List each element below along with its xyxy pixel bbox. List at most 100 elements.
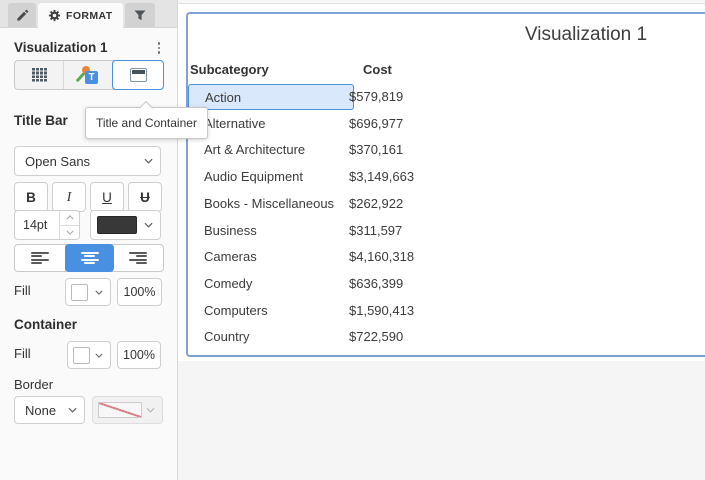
format-sidebar: FORMAT Visualization 1	[0, 0, 178, 480]
border-color-select-disabled	[92, 396, 163, 424]
kebab-menu-icon[interactable]	[154, 40, 165, 56]
table-cell-cost: $579,819	[349, 89, 404, 104]
align-left-button[interactable]	[15, 245, 66, 271]
container-fill-opacity-input[interactable]: 100%	[117, 341, 161, 369]
table-row[interactable]: Art & Architecture $370,161	[190, 137, 590, 163]
mode-title-container-button[interactable]	[112, 60, 164, 90]
table-row[interactable]: Alternative $696,977	[190, 111, 590, 137]
container-fill-color-select[interactable]	[67, 341, 111, 369]
table-cell-subcategory[interactable]: Action	[188, 84, 354, 110]
pencil-icon	[16, 9, 29, 22]
table-row[interactable]: Country $722,590	[190, 324, 590, 350]
border-style-select[interactable]: None	[14, 396, 85, 424]
container-fill-label: Fill	[14, 346, 31, 361]
canvas-background	[178, 361, 705, 480]
table-grid-icon	[31, 68, 47, 82]
table-cell-cost: $370,161	[349, 142, 404, 157]
table-cell-subcategory[interactable]: Art & Architecture	[204, 142, 306, 157]
align-left-icon	[30, 251, 49, 265]
container-section-heading: Container	[14, 317, 78, 332]
canvas-top-strip	[178, 0, 705, 4]
dashboard-canvas: Visualization 1 Subcategory Cost Action …	[178, 0, 705, 480]
tab-format[interactable]: FORMAT	[38, 3, 123, 28]
table-cell-subcategory[interactable]: Alternative	[204, 116, 266, 131]
title-fill-label: Fill	[14, 283, 31, 298]
tab-filter[interactable]	[124, 3, 155, 27]
underline-button[interactable]: U	[90, 182, 124, 212]
chevron-down-icon	[95, 290, 110, 295]
gear-icon	[48, 9, 61, 22]
stepper-down-icon[interactable]	[60, 226, 79, 240]
title-fill-opacity-input[interactable]: 100%	[117, 278, 162, 306]
table-cell-cost: $4,160,318	[349, 249, 415, 264]
tooltip-text: Title and Container	[96, 116, 197, 130]
visualization-title: Visualization 1	[14, 40, 108, 56]
text-style-buttons: B I U U	[14, 182, 162, 212]
chevron-down-icon	[146, 407, 162, 413]
border-label: Border	[14, 377, 54, 392]
font-size-value: 14pt	[23, 218, 48, 232]
font-size-stepper[interactable]: 14pt	[14, 210, 80, 240]
table-cell-subcategory[interactable]: Computers	[204, 303, 268, 318]
title-container-icon	[129, 68, 147, 82]
title-fill-color-select[interactable]	[65, 278, 111, 306]
tooltip: Title and Container	[85, 100, 208, 139]
column-header-cost[interactable]: Cost	[363, 62, 392, 77]
fill-color-swatch	[71, 283, 88, 301]
mode-table-grid-button[interactable]	[15, 61, 64, 89]
text-align-switch	[14, 244, 164, 272]
visualization-header: Visualization 1	[14, 40, 164, 56]
mode-text-format-button[interactable]	[64, 61, 113, 89]
table-cell-subcategory[interactable]: Business	[204, 223, 257, 238]
text-format-icon	[75, 65, 99, 85]
tab-edit[interactable]	[8, 3, 36, 27]
title-bar-section-heading: Title Bar	[14, 113, 68, 128]
font-color-swatch	[97, 216, 137, 234]
fill-color-swatch	[73, 346, 90, 364]
no-color-swatch	[98, 402, 142, 418]
italic-button[interactable]: I	[52, 182, 86, 212]
border-style-value: None	[25, 402, 57, 418]
font-family-value: Open Sans	[25, 153, 91, 169]
table-row[interactable]: Computers $1,590,413	[190, 298, 590, 324]
visualization-panel[interactable]: Visualization 1 Subcategory Cost Action …	[186, 12, 705, 357]
column-header-subcategory[interactable]: Subcategory	[190, 62, 269, 77]
chevron-down-icon	[144, 222, 160, 228]
table-row[interactable]: Business $311,597	[190, 218, 590, 244]
sidebar-tabstrip: FORMAT	[0, 0, 177, 28]
table-cell-cost: $722,590	[349, 329, 404, 344]
align-right-icon	[129, 251, 148, 265]
bold-button[interactable]: B	[14, 182, 48, 212]
chevron-down-icon	[95, 353, 110, 358]
table-cell-cost: $3,149,663	[349, 169, 415, 184]
align-right-button[interactable]	[113, 245, 163, 271]
align-center-button[interactable]	[64, 244, 115, 272]
table-cell-subcategory[interactable]: Country	[204, 329, 250, 344]
table-cell-cost: $311,597	[349, 223, 403, 238]
data-table: Subcategory Cost Action $579,819 Alterna…	[188, 14, 610, 355]
table-row[interactable]: Comedy $636,399	[190, 271, 590, 297]
stepper-buttons[interactable]	[59, 211, 79, 239]
tab-format-label: FORMAT	[66, 9, 113, 22]
table-cell-cost: $262,922	[349, 196, 404, 211]
table-row-selected[interactable]: Action $579,819	[188, 84, 590, 110]
table-cell-cost: $636,399	[349, 276, 404, 291]
table-cell-subcategory[interactable]: Comedy	[204, 276, 253, 291]
viz-format-mode-switch	[14, 60, 164, 90]
align-center-icon	[80, 251, 99, 265]
table-row[interactable]: Books - Miscellaneous $262,922	[190, 191, 590, 217]
table-cell-subcategory[interactable]: Audio Equipment	[204, 169, 304, 184]
table-cell-subcategory[interactable]: Books - Miscellaneous	[204, 196, 335, 211]
font-family-select[interactable]: Open Sans	[14, 146, 161, 176]
table-row[interactable]: Cameras $4,160,318	[190, 244, 590, 270]
title-font-color-select[interactable]	[90, 210, 161, 240]
strikethrough-button[interactable]: U	[128, 182, 162, 212]
table-cell-cost: $696,977	[349, 116, 404, 131]
stepper-up-icon[interactable]	[60, 211, 79, 226]
table-cell-cost: $1,590,413	[349, 303, 415, 318]
filter-icon	[134, 9, 146, 21]
chevron-down-icon	[68, 407, 84, 413]
table-row[interactable]: Audio Equipment $3,149,663	[190, 164, 590, 190]
table-cell-subcategory[interactable]: Cameras	[204, 249, 257, 264]
